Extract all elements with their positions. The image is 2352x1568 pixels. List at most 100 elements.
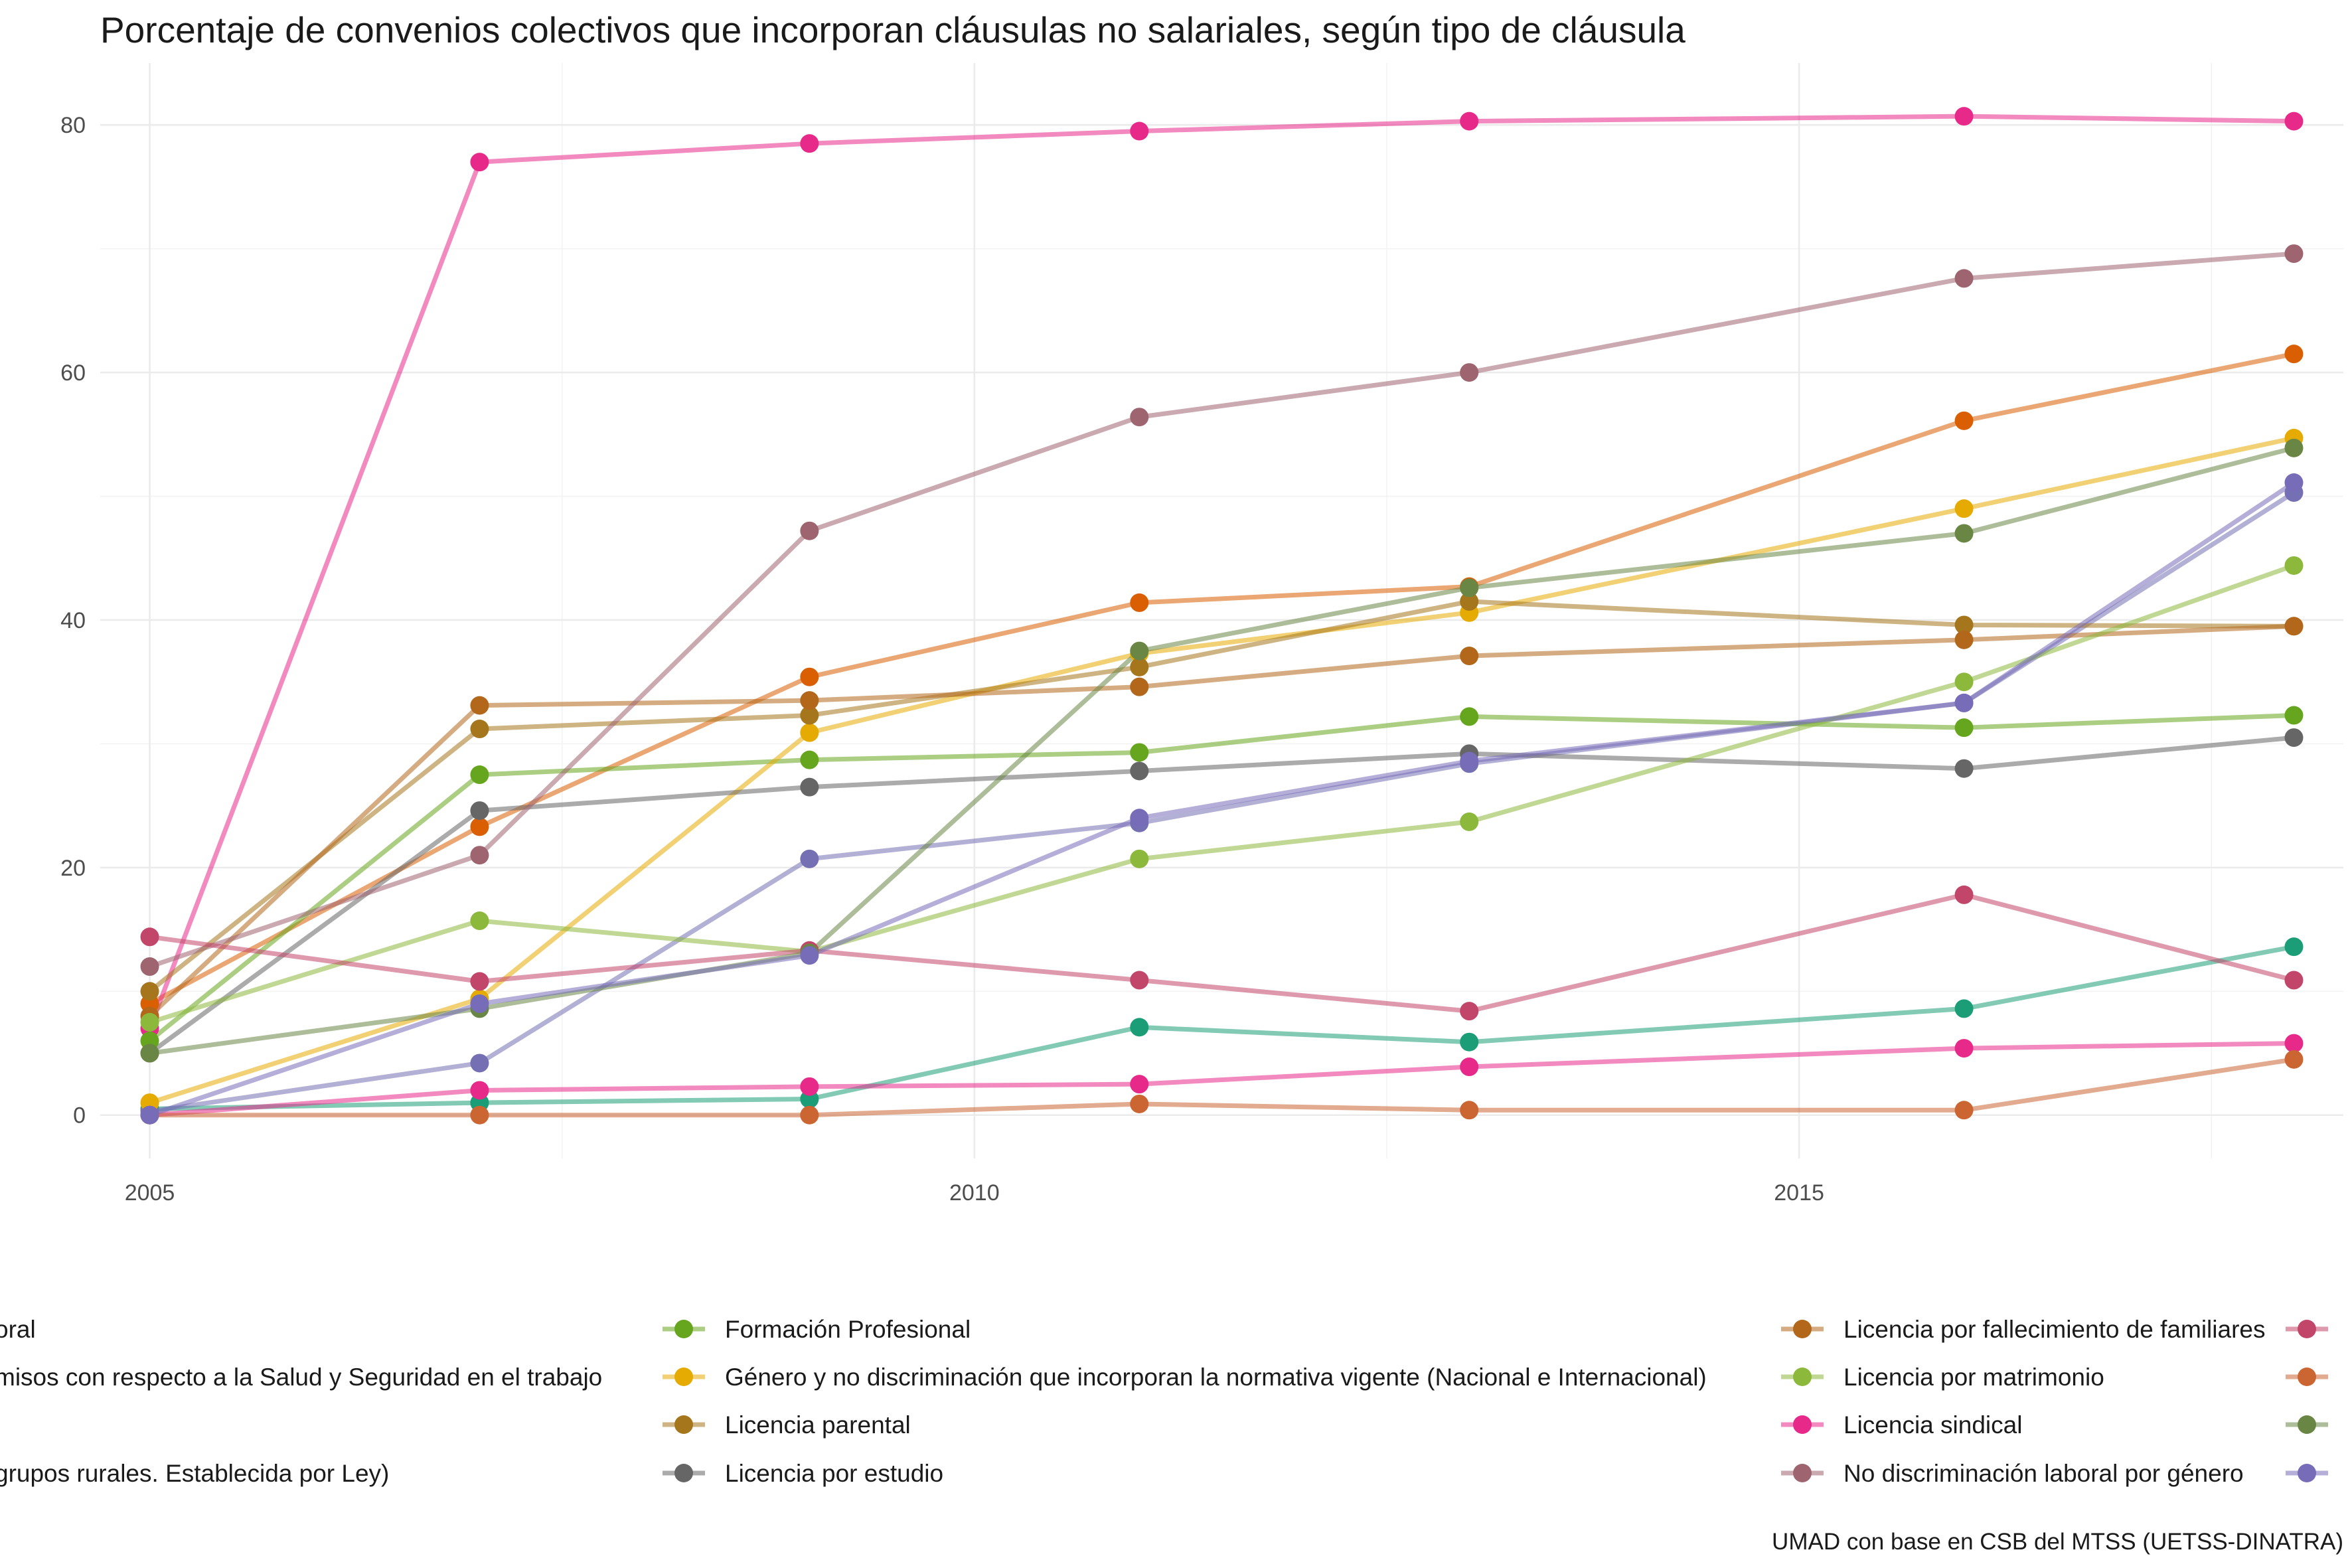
data-point-15-4: [1460, 752, 1478, 771]
series-line-14: [150, 448, 2294, 1054]
data-point-11-4: [1460, 363, 1478, 382]
data-point-10-3: [1130, 1075, 1148, 1093]
data-point-7-5: [1955, 759, 1974, 778]
data-point-3-2: [800, 134, 819, 153]
legend-label: misos con respecto a la Salud y Segurida…: [0, 1364, 602, 1391]
legend-key-point: [674, 1368, 693, 1386]
data-point-12-0: [141, 927, 159, 946]
data-point-7-2: [800, 778, 819, 797]
legend-label: Licencia por matrimonio: [1843, 1364, 2104, 1391]
data-point-13-1: [470, 1106, 489, 1125]
data-point-4-1: [470, 765, 489, 784]
data-point-8-6: [2284, 617, 2303, 635]
data-point-12-1: [470, 972, 489, 990]
legend-key-point: [674, 1415, 693, 1434]
legend-key-point: [674, 1464, 693, 1482]
data-point-10-1: [470, 1081, 489, 1099]
data-point-9-0: [141, 1013, 159, 1032]
y-tick-label: 40: [60, 608, 86, 633]
data-point-12-6: [2284, 971, 2303, 990]
y-tick-label: 80: [60, 113, 86, 138]
data-point-9-6: [2284, 556, 2303, 575]
data-point-6-1: [470, 720, 489, 738]
data-point-3-4: [1460, 112, 1478, 131]
series-line-11: [150, 254, 2294, 967]
data-point-0-5: [1955, 999, 1974, 1018]
data-point-9-5: [1955, 672, 1974, 691]
series-lines: [150, 116, 2294, 1115]
data-point-2-2: [800, 850, 819, 868]
data-point-14-3: [1130, 642, 1148, 661]
x-axis-ticks: 2005 2010 2015: [125, 1180, 1824, 1206]
data-point-14-0: [141, 1044, 159, 1063]
data-point-14-4: [1460, 579, 1478, 597]
grid: [100, 63, 2343, 1158]
data-point-7-6: [2284, 728, 2303, 747]
legend-key-point: [1793, 1415, 1812, 1434]
data-point-15-1: [470, 994, 489, 1013]
legend-key-point: [2298, 1320, 2316, 1338]
data-point-11-6: [2284, 244, 2303, 263]
legend-label: Licencia parental: [725, 1411, 911, 1439]
data-point-13-3: [1130, 1095, 1148, 1113]
data-point-1-3: [1130, 593, 1148, 612]
data-point-13-2: [800, 1106, 819, 1125]
data-point-8-5: [1955, 631, 1974, 649]
legend-key-point: [1793, 1368, 1812, 1386]
y-tick-label: 20: [60, 856, 86, 881]
data-point-15-3: [1130, 809, 1148, 827]
x-tick-label: 2005: [125, 1180, 175, 1206]
data-point-0-3: [1130, 1018, 1148, 1036]
data-point-2-1: [470, 1054, 489, 1072]
y-tick-label: 0: [73, 1103, 86, 1129]
data-point-6-0: [141, 982, 159, 1000]
data-point-11-1: [470, 846, 489, 864]
data-point-3-6: [2284, 112, 2303, 131]
legend-label: Licencia sindical: [1843, 1411, 2022, 1439]
series-points: [141, 107, 2304, 1125]
data-point-7-1: [470, 801, 489, 820]
data-point-14-6: [2284, 439, 2303, 457]
series-line-0: [150, 947, 2294, 1109]
data-point-7-3: [1130, 761, 1148, 780]
data-point-12-5: [1955, 886, 1974, 904]
data-point-15-5: [1955, 694, 1974, 712]
data-point-9-3: [1130, 850, 1148, 868]
legend-label: Formación Profesional: [725, 1316, 971, 1343]
data-point-1-1: [470, 817, 489, 836]
data-point-14-5: [1955, 524, 1974, 542]
data-point-8-2: [800, 691, 819, 710]
x-tick-label: 2010: [949, 1180, 1000, 1206]
data-point-13-6: [2284, 1050, 2303, 1069]
legend-key-point: [2298, 1415, 2316, 1434]
data-point-8-1: [470, 696, 489, 715]
data-point-4-5: [1955, 718, 1974, 737]
data-point-11-3: [1130, 408, 1148, 426]
data-point-10-6: [2284, 1034, 2303, 1053]
data-point-15-2: [800, 946, 819, 965]
data-point-8-4: [1460, 647, 1478, 665]
data-point-10-2: [800, 1077, 819, 1096]
legend-key-point: [2298, 1368, 2316, 1386]
series-line-4: [150, 716, 2294, 1041]
y-axis-ticks: 0 20 40 60 80: [60, 113, 86, 1129]
data-point-5-5: [1955, 499, 1974, 518]
chart-caption: UMAD con base en CSB del MTSS (UETSS-DIN…: [1772, 1529, 2343, 1555]
data-point-1-5: [1955, 412, 1974, 430]
x-tick-label: 2015: [1774, 1180, 1824, 1206]
data-point-12-3: [1130, 971, 1148, 990]
data-point-9-1: [470, 911, 489, 930]
data-point-13-4: [1460, 1101, 1478, 1119]
data-point-11-5: [1955, 269, 1974, 287]
legend: oral misos con respecto a la Salud y Segu…: [0, 1316, 2328, 1487]
legend-label: Licencia por estudio: [725, 1460, 943, 1487]
legend-label: grupos rurales. Establecida por Ley): [0, 1460, 389, 1487]
data-point-15-6: [2284, 473, 2303, 492]
data-point-11-2: [800, 522, 819, 540]
data-point-12-4: [1460, 1002, 1478, 1020]
data-point-3-5: [1955, 107, 1974, 125]
data-point-4-6: [2284, 706, 2303, 725]
legend-label: Licencia por fallecimiento de familiares: [1843, 1316, 2265, 1343]
chart-title: Porcentaje de convenios colectivos que i…: [100, 9, 1686, 50]
